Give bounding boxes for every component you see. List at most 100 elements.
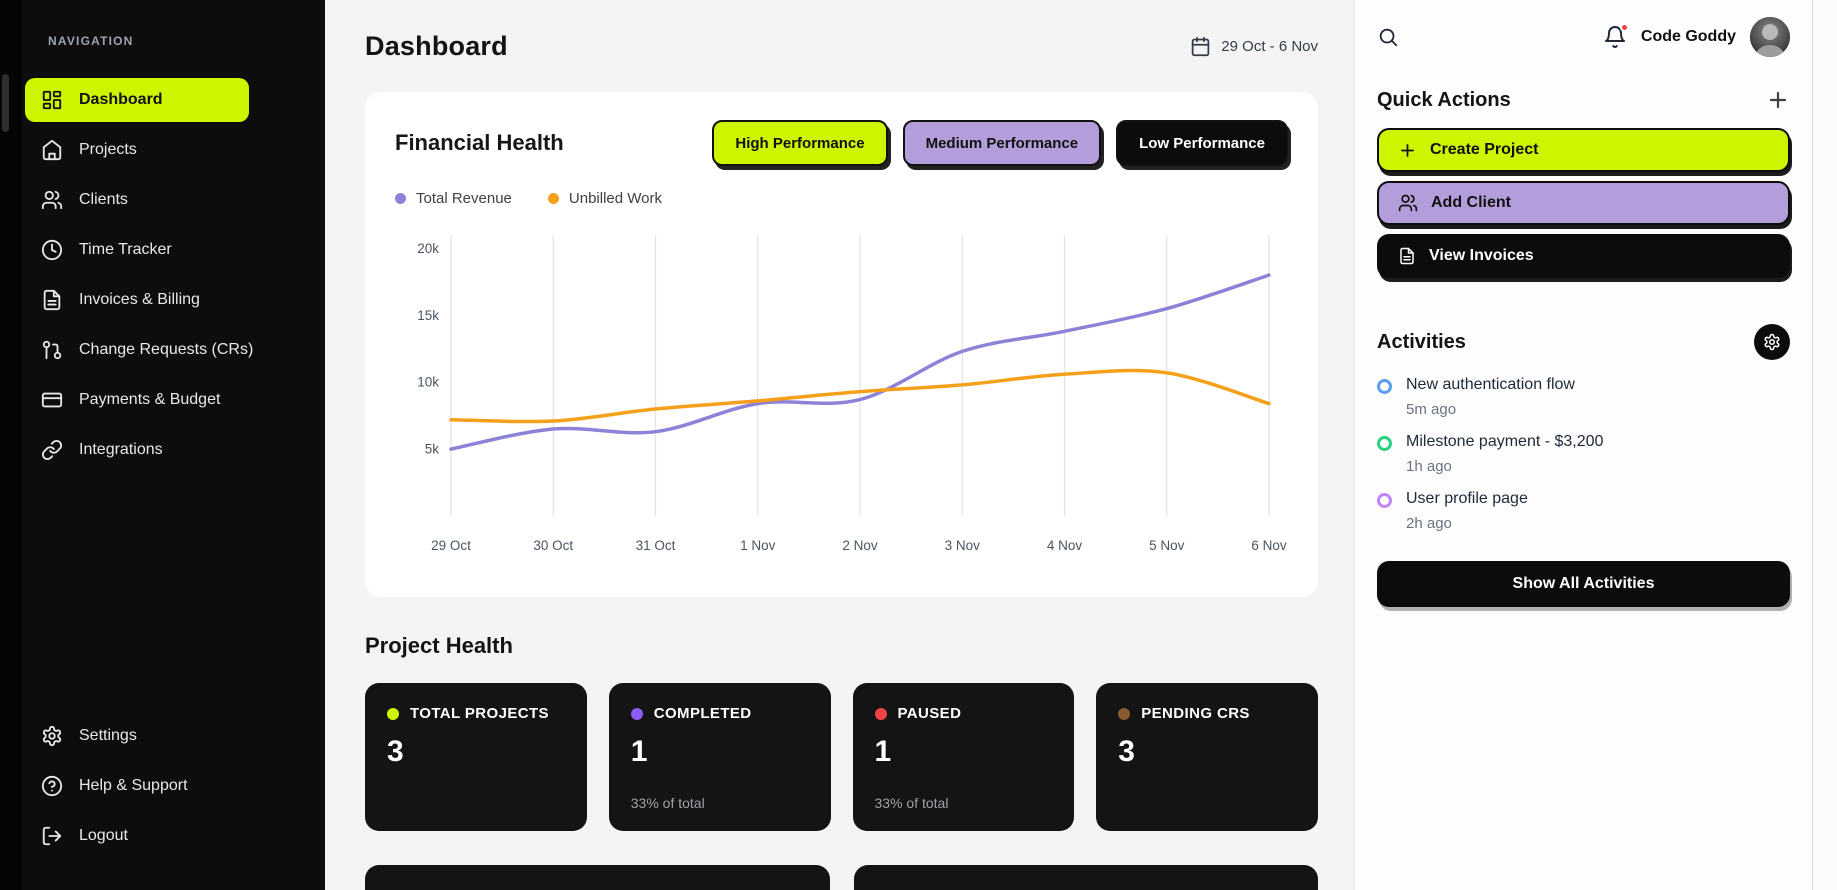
bottom-card-row <box>365 865 1318 890</box>
show-all-activities-button[interactable]: Show All Activities <box>1377 561 1790 607</box>
activity-title: New authentication flow <box>1406 376 1575 393</box>
user-avatar[interactable] <box>1750 17 1790 57</box>
activity-status-ring <box>1377 493 1392 508</box>
add-quick-action-button[interactable] <box>1766 88 1790 112</box>
date-range-picker[interactable]: 29 Oct - 6 Nov <box>1190 36 1318 57</box>
legend-item-unbilled-work: Unbilled Work <box>547 190 662 207</box>
sidebar-item-integrations[interactable]: Integrations <box>25 428 249 472</box>
sidebar-item-label: Help & Support <box>79 777 188 794</box>
legend-dot <box>395 193 406 204</box>
line-chart: 29 Oct 30 Oct 31 Oct 1 Nov 2 Nov 3 Nov 4 Nov 5 … <box>417 235 1287 553</box>
sidebar-item-label: Dashboard <box>79 91 163 108</box>
legend-dot <box>547 193 559 204</box>
activity-time: 2h ago <box>1406 515 1452 532</box>
status-dot <box>1118 707 1131 720</box>
right-panel-topbar: Code Goddy <box>1377 0 1790 74</box>
sidebar-item-label: Settings <box>79 727 137 744</box>
sidebar-item-settings[interactable]: Settings <box>25 714 249 758</box>
gear-icon <box>1763 333 1781 351</box>
file-text-icon <box>1398 247 1416 265</box>
stat-card-subtext: 33% of total <box>630 795 705 811</box>
navigation-section-label: NAVIGATION <box>48 34 134 48</box>
low-performance-button[interactable]: Low Performance <box>1116 120 1288 166</box>
sidebar-item-change-requests[interactable]: Change Requests (CRs) <box>25 328 253 372</box>
clock-icon <box>41 239 63 261</box>
users-icon <box>41 189 63 211</box>
svg-text:5 Nov: 5 Nov <box>1149 538 1185 553</box>
gear-icon <box>41 725 63 747</box>
notification-badge <box>1619 23 1629 32</box>
svg-text:5k: 5k <box>425 442 440 457</box>
stat-card-subtext: 33% of total <box>874 795 949 811</box>
sidebar: NAVIGATION Dashboard Projects Clients Ti… <box>22 0 325 890</box>
sidebar-item-help-support[interactable]: Help & Support <box>25 764 249 808</box>
home-icon <box>41 139 63 161</box>
activity-item[interactable]: User profile page 2h ago <box>1377 490 1790 532</box>
right-panel: Code Goddy Quick Actions Create Project … <box>1354 0 1812 890</box>
high-performance-button[interactable]: High Performance <box>712 120 888 166</box>
activity-status-ring <box>1377 436 1392 451</box>
stat-card-label: PENDING CRS <box>1141 705 1250 722</box>
stat-card-paused: PAUSED 1 33% of total <box>852 683 1075 831</box>
sidebar-item-invoices-billing[interactable]: Invoices & Billing <box>25 278 249 322</box>
view-invoices-button[interactable]: View Invoices <box>1377 234 1790 278</box>
activity-item[interactable]: New authentication flow 5m ago <box>1377 376 1790 418</box>
financial-health-title: Financial Health <box>395 130 564 155</box>
notifications-button[interactable] <box>1603 23 1629 49</box>
svg-text:2 Nov: 2 Nov <box>842 538 878 553</box>
svg-text:1 Nov: 1 Nov <box>740 538 776 553</box>
link-icon <box>41 439 63 461</box>
legend-item-total-revenue: Total Revenue <box>395 190 512 207</box>
legend-label: Unbilled Work <box>568 190 662 207</box>
svg-text:30 Oct: 30 Oct <box>533 538 573 553</box>
stat-card-total-projects: TOTAL PROJECTS 3 <box>365 683 587 831</box>
svg-text:3 Nov: 3 Nov <box>945 538 981 553</box>
sidebar-item-label: Invoices & Billing <box>79 291 200 308</box>
calendar-icon <box>1190 36 1211 57</box>
stat-card-value: 1 <box>630 734 648 768</box>
create-project-button[interactable]: Create Project <box>1377 128 1790 172</box>
sidebar-item-label: Clients <box>79 191 128 208</box>
add-client-button[interactable]: Add Client <box>1377 181 1790 225</box>
activity-item[interactable]: Milestone payment - $3,200 1h ago <box>1377 433 1790 475</box>
activities-settings-button[interactable] <box>1754 324 1790 360</box>
svg-text:10k: 10k <box>417 375 439 390</box>
financial-health-card: Financial Health High Performance Medium… <box>365 92 1318 597</box>
chart-legend: Total Revenue Unbilled Work <box>395 190 1288 207</box>
sidebar-item-logout[interactable]: Logout <box>25 814 249 858</box>
plus-icon <box>1398 141 1417 160</box>
sidebar-item-clients[interactable]: Clients <box>25 178 249 222</box>
svg-text:6 Nov: 6 Nov <box>1251 538 1287 553</box>
activity-title: User profile page <box>1406 490 1528 507</box>
main-content: Dashboard 29 Oct - 6 Nov Financial Healt… <box>325 0 1354 890</box>
quick-action-label: Add Client <box>1431 194 1511 211</box>
sidebar-scrollbar-track <box>0 0 22 890</box>
status-dot <box>387 707 399 720</box>
svg-text:20k: 20k <box>417 241 439 256</box>
project-health-grid: TOTAL PROJECTS 3 COMPLETED 1 33% of tota… <box>365 683 1318 831</box>
partial-card <box>853 865 1318 890</box>
sidebar-item-dashboard[interactable]: Dashboard <box>25 78 249 122</box>
date-range-label: 29 Oct - 6 Nov <box>1221 37 1318 55</box>
sidebar-item-payments-budget[interactable]: Payments & Budget <box>25 378 249 422</box>
activities-title: Activities <box>1377 330 1466 353</box>
dashboard-grid-icon <box>41 89 63 111</box>
credit-card-icon <box>41 389 63 411</box>
status-dot <box>874 707 887 720</box>
page-scrollbar-track[interactable] <box>1812 0 1837 890</box>
stat-card-pending-crs: PENDING CRS 3 <box>1096 683 1318 831</box>
svg-text:31 Oct: 31 Oct <box>636 538 676 553</box>
medium-performance-button[interactable]: Medium Performance <box>902 120 1102 166</box>
main-topbar: Dashboard 29 Oct - 6 Nov <box>365 0 1318 92</box>
sidebar-item-label: Integrations <box>79 441 163 458</box>
svg-text:4 Nov: 4 Nov <box>1047 538 1083 553</box>
quick-action-label: Create Project <box>1430 141 1539 158</box>
sidebar-item-projects[interactable]: Projects <box>25 128 249 172</box>
sidebar-spacer <box>22 478 325 714</box>
sidebar-item-label: Payments & Budget <box>79 391 221 408</box>
stat-card-label: TOTAL PROJECTS <box>410 705 549 722</box>
sidebar-scrollbar-thumb[interactable] <box>2 74 9 132</box>
search-icon[interactable] <box>1377 26 1399 48</box>
sidebar-item-time-tracker[interactable]: Time Tracker <box>25 228 249 272</box>
page-title: Dashboard <box>365 30 508 61</box>
